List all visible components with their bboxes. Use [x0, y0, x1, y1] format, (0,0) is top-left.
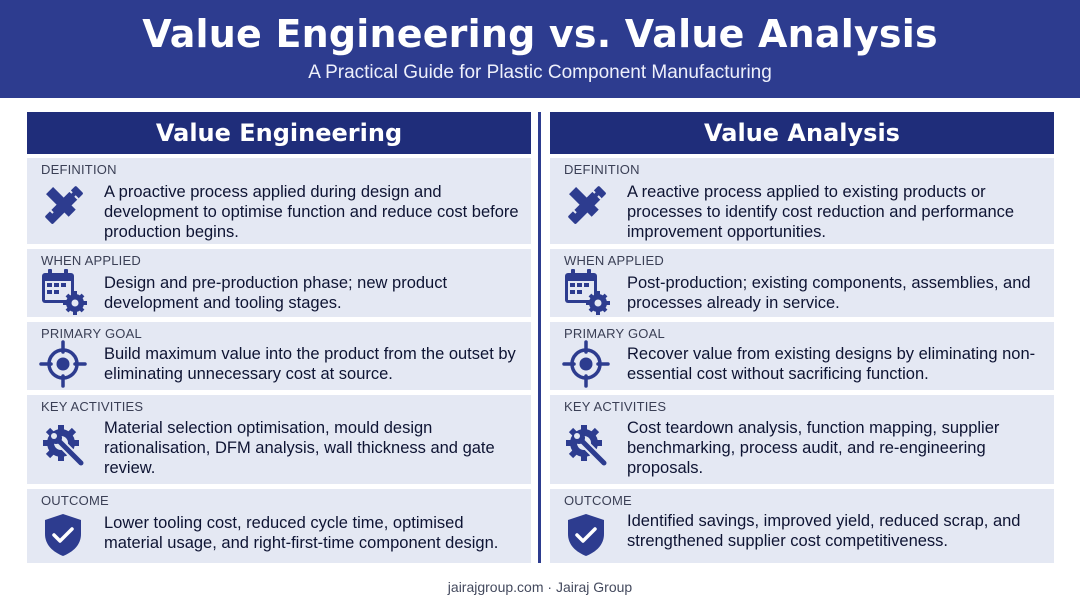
footer-credit: jairajgroup.com · Jairaj Group: [447, 579, 633, 595]
pencil-ruler-icon: [562, 180, 610, 228]
section-label: WHEN APPLIED: [41, 253, 141, 268]
definition-card: DEFINITION A proactive process applied d…: [27, 158, 531, 244]
key-activities-card: KEY ACTIVITIES Cost teardown analysis, f…: [550, 395, 1054, 484]
section-label: PRIMARY GOAL: [41, 326, 142, 341]
calendar-gear-icon: [39, 267, 87, 315]
page-subtitle: A Practical Guide for Plastic Component …: [308, 62, 772, 83]
calendar-gear-icon: [562, 267, 610, 315]
section-text: Identified savings, improved yield, redu…: [627, 512, 1021, 550]
section-text: Build maximum value into the product fro…: [104, 345, 516, 383]
section-label: KEY ACTIVITIES: [564, 399, 667, 414]
section-text: Material selection optimisation, mould d…: [104, 419, 495, 477]
wrench-gear-icon: [39, 421, 87, 469]
page-title: Value Engineering vs. Value Analysis: [142, 12, 938, 56]
column-divider: [538, 112, 541, 563]
section-text: Lower tooling cost, reduced cycle time, …: [104, 514, 499, 552]
when-applied-card: WHEN APPLIED Post-production; existing: [550, 249, 1054, 317]
shield-check-icon: [39, 511, 87, 559]
value-analysis-column: Value Analysis DEFINITION A reactive pro…: [550, 112, 1054, 563]
section-label: OUTCOME: [41, 493, 109, 508]
section-label: WHEN APPLIED: [564, 253, 664, 268]
section-label: DEFINITION: [41, 162, 117, 177]
outcome-card: OUTCOME Identified savings, improved yie…: [550, 489, 1054, 563]
section-label: PRIMARY GOAL: [564, 326, 665, 341]
section-text: A reactive process applied to existing p…: [627, 183, 1015, 241]
target-icon: [39, 340, 87, 388]
section-text: Design and pre-production phase; new pro…: [104, 274, 448, 312]
section-text: Post-production; existing components, as…: [627, 274, 1031, 312]
section-text: Cost teardown analysis, function mapping…: [627, 419, 1000, 477]
section-label: OUTCOME: [564, 493, 632, 508]
shield-check-icon: [562, 511, 610, 559]
primary-goal-card: PRIMARY GOAL Build maximum value into th…: [27, 322, 531, 390]
outcome-card: OUTCOME Lower tooling cost, reduced cycl…: [27, 489, 531, 563]
column-header: Value Analysis: [550, 112, 1054, 154]
when-applied-card: WHEN APPLIED Design and pre-production: [27, 249, 531, 317]
definition-card: DEFINITION A reactive process applied to…: [550, 158, 1054, 244]
column-header: Value Engineering: [27, 112, 531, 154]
header-banner: Value Engineering vs. Value Analysis A P…: [0, 0, 1080, 98]
wrench-gear-icon: [562, 421, 610, 469]
section-label: DEFINITION: [564, 162, 640, 177]
key-activities-card: KEY ACTIVITIES Material selection optimi…: [27, 395, 531, 484]
value-engineering-column: Value Engineering DEFINITION A proactive…: [27, 112, 531, 563]
target-icon: [562, 340, 610, 388]
section-text: Recover value from existing designs by e…: [627, 345, 1036, 383]
pencil-ruler-icon: [39, 180, 87, 228]
section-label: KEY ACTIVITIES: [41, 399, 144, 414]
section-text: A proactive process applied during desig…: [104, 183, 519, 241]
primary-goal-card: PRIMARY GOAL Recover value from existing…: [550, 322, 1054, 390]
